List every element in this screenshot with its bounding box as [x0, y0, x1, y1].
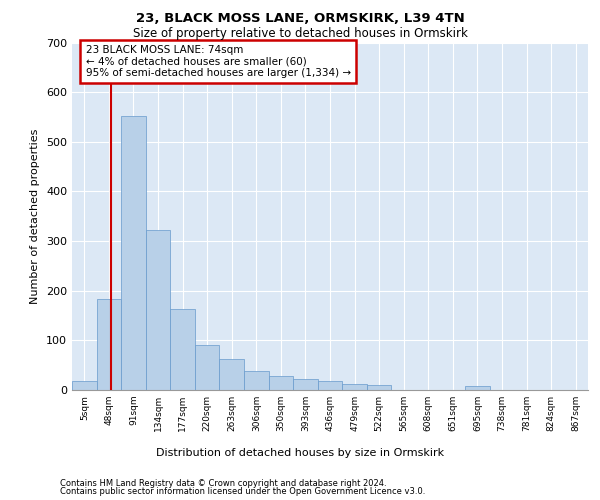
Bar: [293, 378, 318, 390]
Text: 23 BLACK MOSS LANE: 74sqm
← 4% of detached houses are smaller (60)
95% of semi-d: 23 BLACK MOSS LANE: 74sqm ← 4% of detach…: [86, 45, 350, 78]
Bar: [342, 384, 367, 390]
Y-axis label: Number of detached properties: Number of detached properties: [31, 128, 40, 304]
Bar: [72, 381, 97, 390]
Text: Contains HM Land Registry data © Crown copyright and database right 2024.: Contains HM Land Registry data © Crown c…: [60, 478, 386, 488]
Text: Contains public sector information licensed under the Open Government Licence v3: Contains public sector information licen…: [60, 487, 425, 496]
Bar: [220, 358, 244, 390]
Bar: [170, 309, 195, 390]
Bar: [244, 371, 269, 390]
Text: 23, BLACK MOSS LANE, ORMSKIRK, L39 4TN: 23, BLACK MOSS LANE, ORMSKIRK, L39 4TN: [136, 12, 464, 26]
Bar: [367, 385, 391, 390]
Bar: [146, 230, 170, 390]
Bar: [121, 116, 146, 390]
Bar: [97, 299, 121, 390]
Bar: [318, 381, 342, 390]
Bar: [465, 386, 490, 390]
Bar: [269, 376, 293, 390]
Bar: [195, 346, 220, 390]
Text: Distribution of detached houses by size in Ormskirk: Distribution of detached houses by size …: [156, 448, 444, 458]
Text: Size of property relative to detached houses in Ormskirk: Size of property relative to detached ho…: [133, 28, 467, 40]
